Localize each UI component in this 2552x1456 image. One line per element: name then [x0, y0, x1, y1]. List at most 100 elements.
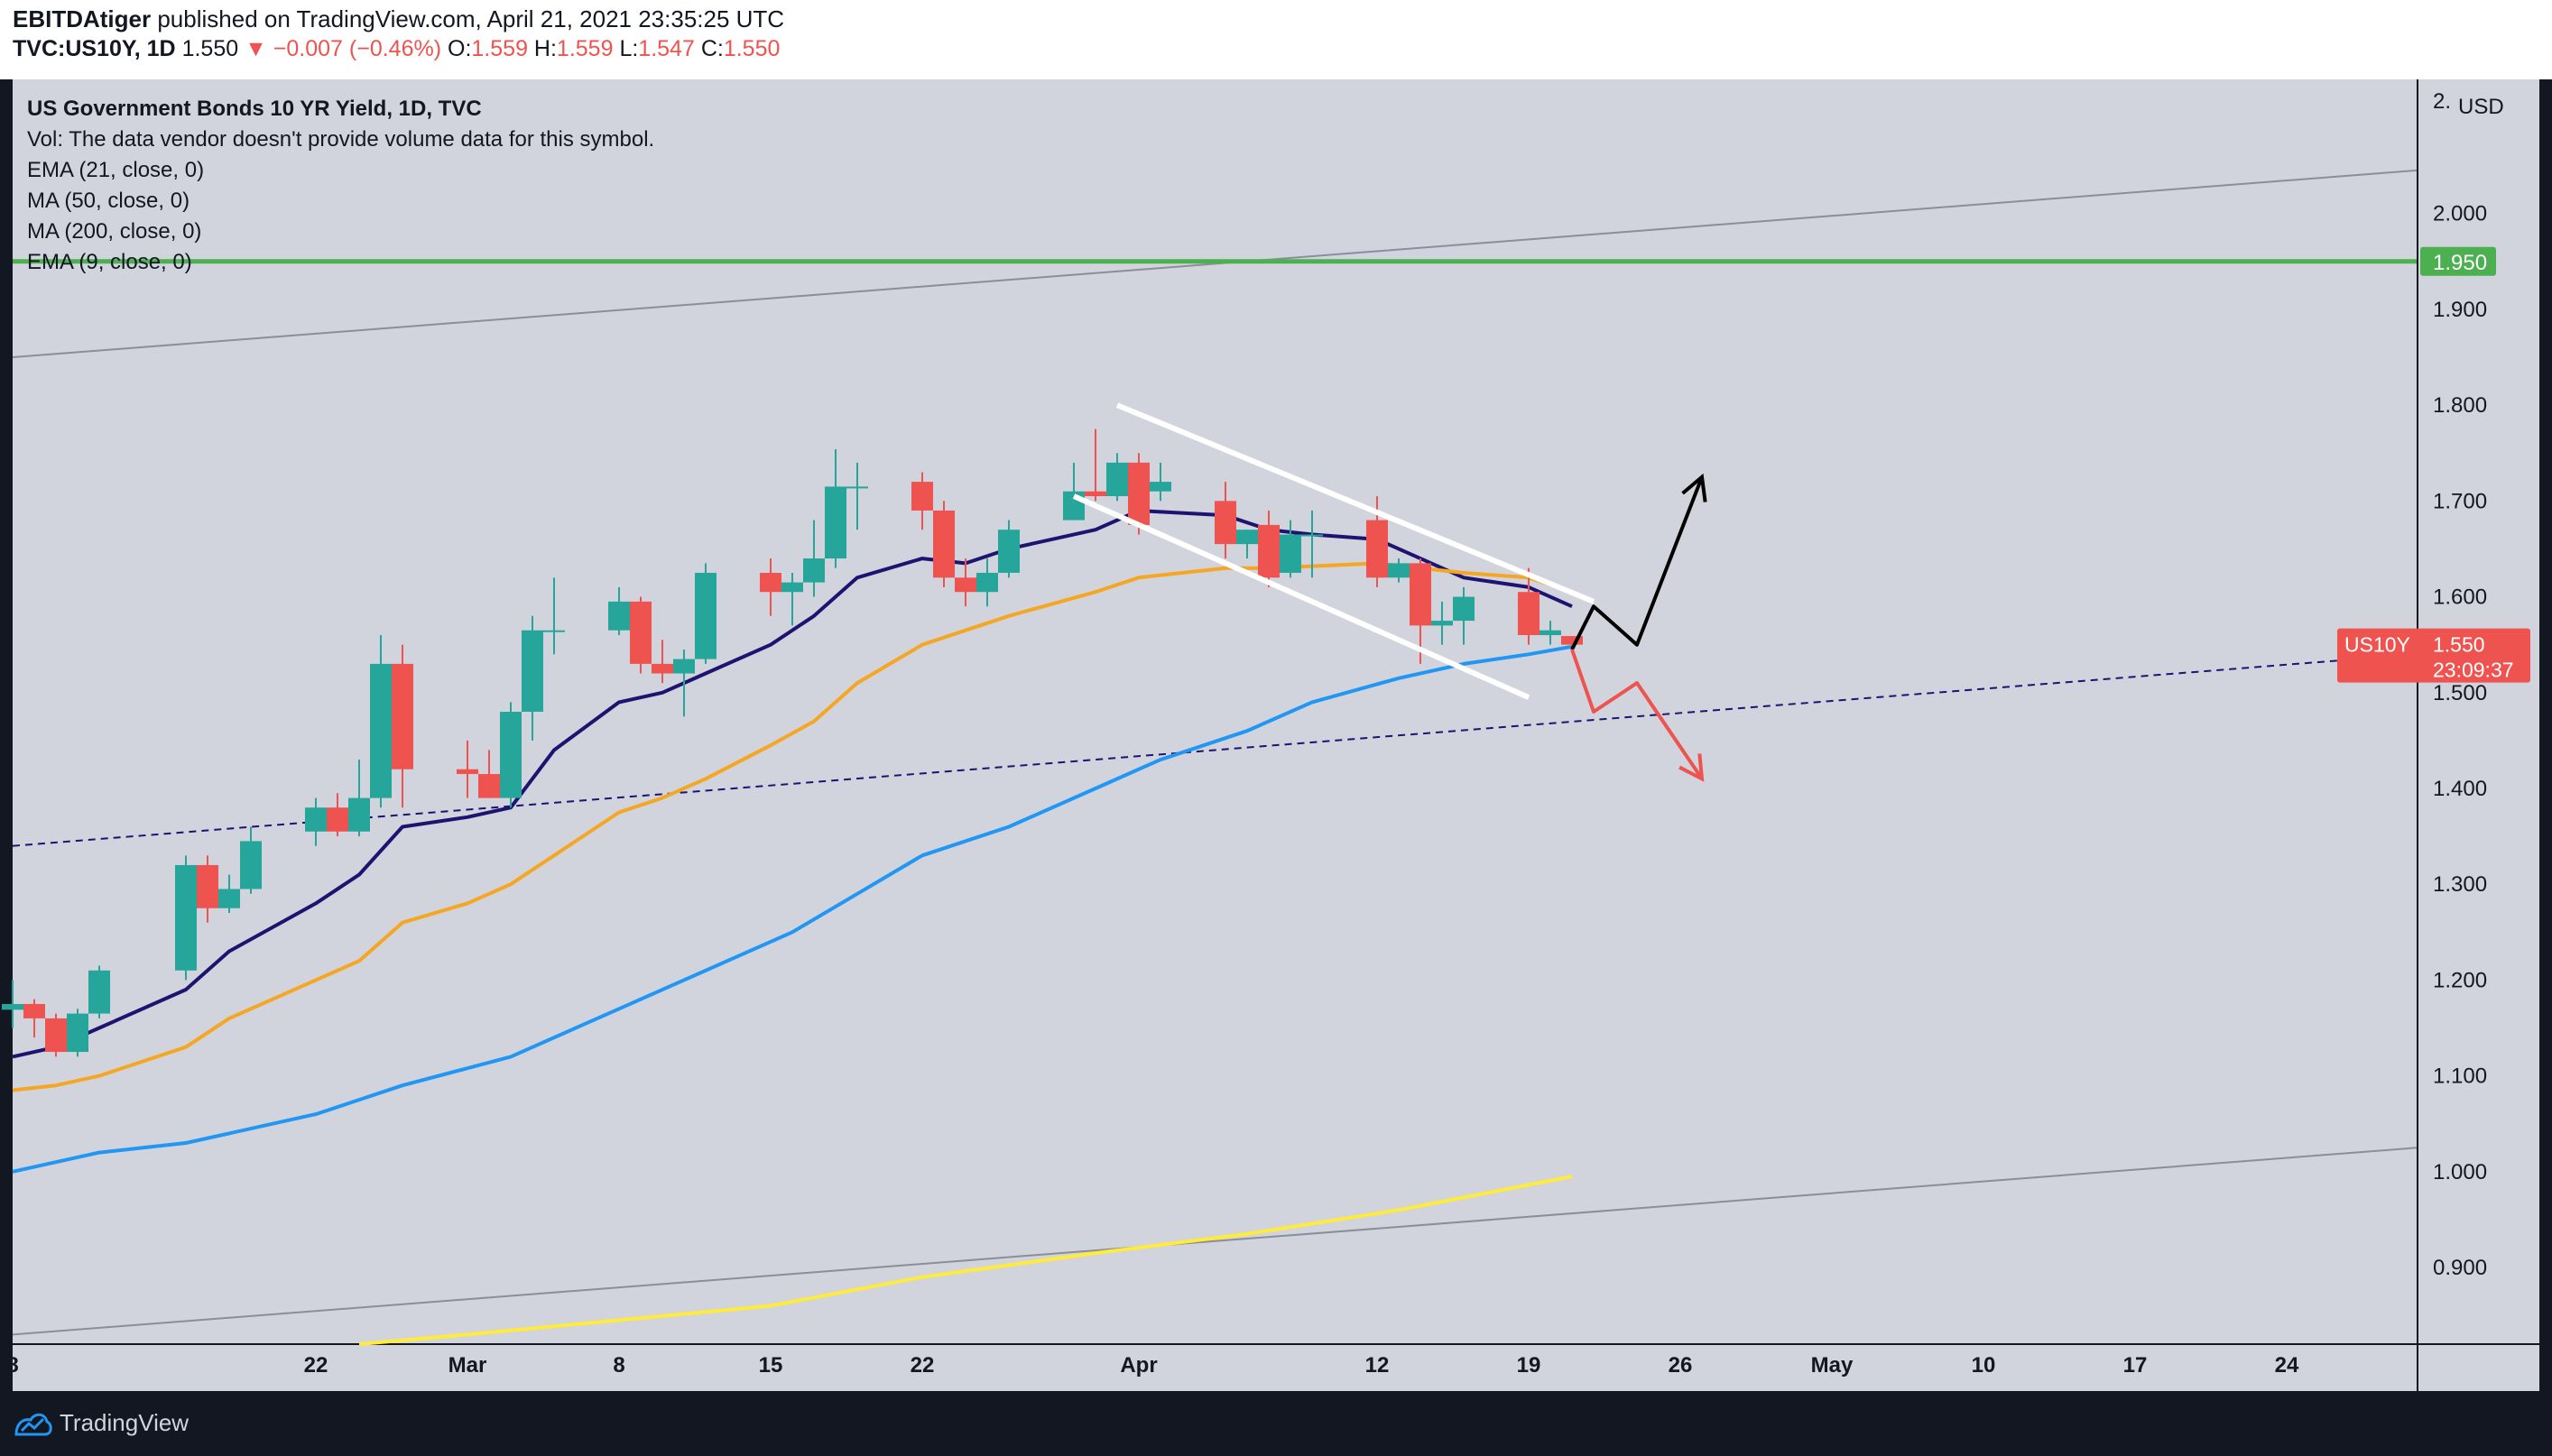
candle-body[interactable] — [608, 601, 630, 631]
candle-body[interactable] — [175, 864, 197, 971]
candle-body[interactable] — [1280, 534, 1301, 573]
candle-body[interactable] — [478, 774, 500, 798]
x-tick-label: 24 — [2275, 1353, 2299, 1378]
falling-channel-upper[interactable] — [1115, 402, 1595, 604]
candle-body[interactable] — [803, 558, 825, 583]
candle-body[interactable] — [825, 486, 846, 559]
symbol-badge-label: US10Y — [2344, 633, 2410, 657]
candle-body[interactable] — [1215, 501, 1236, 545]
tradingview-brand[interactable]: TradingView — [60, 1409, 190, 1436]
x-tick-label: 22 — [304, 1353, 328, 1378]
bearish-projection-arrow-head-icon[interactable] — [1678, 753, 1705, 782]
dashed-trend-line[interactable] — [12, 653, 2418, 847]
indicator-line-4[interactable] — [358, 1175, 1573, 1346]
candle-body[interactable] — [781, 582, 803, 593]
footer: TradingView — [0, 1391, 2552, 1456]
candle-body[interactable] — [1301, 534, 1323, 537]
indicator-line-2[interactable] — [12, 561, 1573, 1092]
y-unit-label: USD — [2458, 95, 2504, 119]
y-tick-label: 1.600 — [2433, 585, 2487, 610]
legend-ma200[interactable]: MA (200, close, 0) — [27, 219, 202, 244]
candle-body[interactable] — [522, 630, 543, 712]
bullish-projection-arrow-head-icon[interactable] — [1681, 473, 1707, 502]
candle-body[interactable] — [348, 797, 370, 832]
candle-body[interactable] — [846, 486, 868, 489]
candle-body[interactable] — [955, 577, 976, 593]
candle-body[interactable] — [218, 889, 240, 908]
publish-info: EBITDAtiger published on TradingView.com… — [13, 5, 784, 33]
candle-body[interactable] — [197, 864, 218, 908]
candle-body[interactable] — [1366, 520, 1388, 578]
x-tick-label: 26 — [1669, 1353, 1693, 1378]
candle-body[interactable] — [392, 663, 413, 769]
legend-title[interactable]: US Government Bonds 10 YR Yield, 1D, TVC — [27, 97, 482, 121]
candle-body[interactable] — [652, 663, 673, 674]
candle-body[interactable] — [1431, 621, 1453, 626]
y-tick-label: 1.400 — [2433, 777, 2487, 801]
candle-body[interactable] — [500, 712, 522, 798]
candle-body[interactable] — [1063, 491, 1085, 521]
price-chart[interactable]: 0.900 1.000 1.100 1.200 1.300 1.400 1.500 1.600… — [0, 79, 2552, 1391]
y-tick-label: 2.000 — [2433, 202, 2487, 226]
candle-body[interactable] — [1085, 491, 1106, 497]
x-tick-label: 17 — [2123, 1353, 2148, 1378]
candle-body[interactable] — [1410, 563, 1431, 626]
candle-body[interactable] — [760, 572, 781, 593]
candle-body[interactable] — [327, 807, 348, 832]
candle-body[interactable] — [1453, 596, 1475, 622]
bullish-projection-arrow[interactable] — [1570, 476, 1704, 650]
candle-body[interactable] — [1258, 524, 1280, 578]
bearish-projection-arrow[interactable] — [1570, 649, 1704, 780]
candle-body[interactable] — [1561, 636, 1583, 645]
candle-body[interactable] — [45, 1018, 67, 1053]
candle-body[interactable] — [976, 572, 998, 593]
indicator-line-3[interactable] — [12, 644, 1573, 1174]
y-tick-label: 1.000 — [2433, 1160, 2487, 1184]
candle-body[interactable] — [933, 510, 955, 578]
time-scale[interactable] — [13, 1344, 2539, 1391]
y-tick-label: 1.500 — [2433, 681, 2487, 705]
open-label: O: — [448, 36, 472, 61]
current-price-label: 1.550 — [2433, 633, 2485, 657]
candle-body[interactable] — [370, 663, 392, 798]
high-label: H: — [533, 36, 557, 61]
falling-channel-lower[interactable] — [1072, 493, 1530, 700]
candle-body[interactable] — [1236, 530, 1258, 545]
author-name[interactable]: EBITDAtiger — [13, 5, 152, 32]
candle-body[interactable] — [673, 659, 695, 674]
legend-ema21[interactable]: EMA (21, close, 0) — [27, 158, 205, 182]
close-label: C: — [700, 36, 724, 61]
candle-body[interactable] — [630, 601, 652, 664]
y-tick-label: 1.900 — [2433, 298, 2487, 322]
legend-volume[interactable]: Vol: The data vendor doesn't provide vol… — [27, 127, 655, 152]
candle-body[interactable] — [543, 630, 565, 632]
candle-body[interactable] — [240, 841, 262, 889]
upper-trend-line[interactable] — [12, 169, 2418, 358]
x-tick-label: 8 — [613, 1353, 624, 1378]
candle-body[interactable] — [695, 572, 717, 659]
candle-body[interactable] — [1388, 563, 1410, 578]
candle-body[interactable] — [998, 530, 1020, 573]
x-tick-label: 19 — [1517, 1353, 1541, 1378]
candle-body[interactable] — [1128, 462, 1150, 525]
lower-trend-line[interactable] — [12, 1147, 2418, 1336]
candle-body[interactable] — [1540, 630, 1561, 636]
candle-body[interactable] — [1518, 592, 1540, 636]
candle-body[interactable] — [23, 1003, 45, 1018]
symbol-name[interactable]: TVC:US10Y, 1D — [13, 36, 176, 61]
candle-body[interactable] — [2, 1003, 23, 1010]
publish-date: published on TradingView.com, April 21, … — [151, 5, 785, 32]
legend-ma50[interactable]: MA (50, close, 0) — [27, 189, 190, 213]
x-tick-label: 8 — [6, 1353, 18, 1378]
candle-body[interactable] — [67, 1013, 88, 1053]
candle-body[interactable] — [1106, 462, 1128, 497]
candle-body[interactable] — [1150, 482, 1171, 492]
candle-body[interactable] — [305, 807, 327, 832]
candle-body[interactable] — [88, 970, 110, 1014]
candle-body[interactable] — [457, 769, 478, 775]
tradingview-logo-icon[interactable] — [13, 1407, 52, 1440]
candle-body[interactable] — [911, 482, 933, 511]
legend-ema9[interactable]: EMA (9, close, 0) — [27, 250, 192, 274]
price-scale[interactable] — [2418, 79, 2539, 1344]
symbol-quote: TVC:US10Y, 1D 1.550 ▼ −0.007 (−0.46%) O:… — [13, 36, 780, 62]
